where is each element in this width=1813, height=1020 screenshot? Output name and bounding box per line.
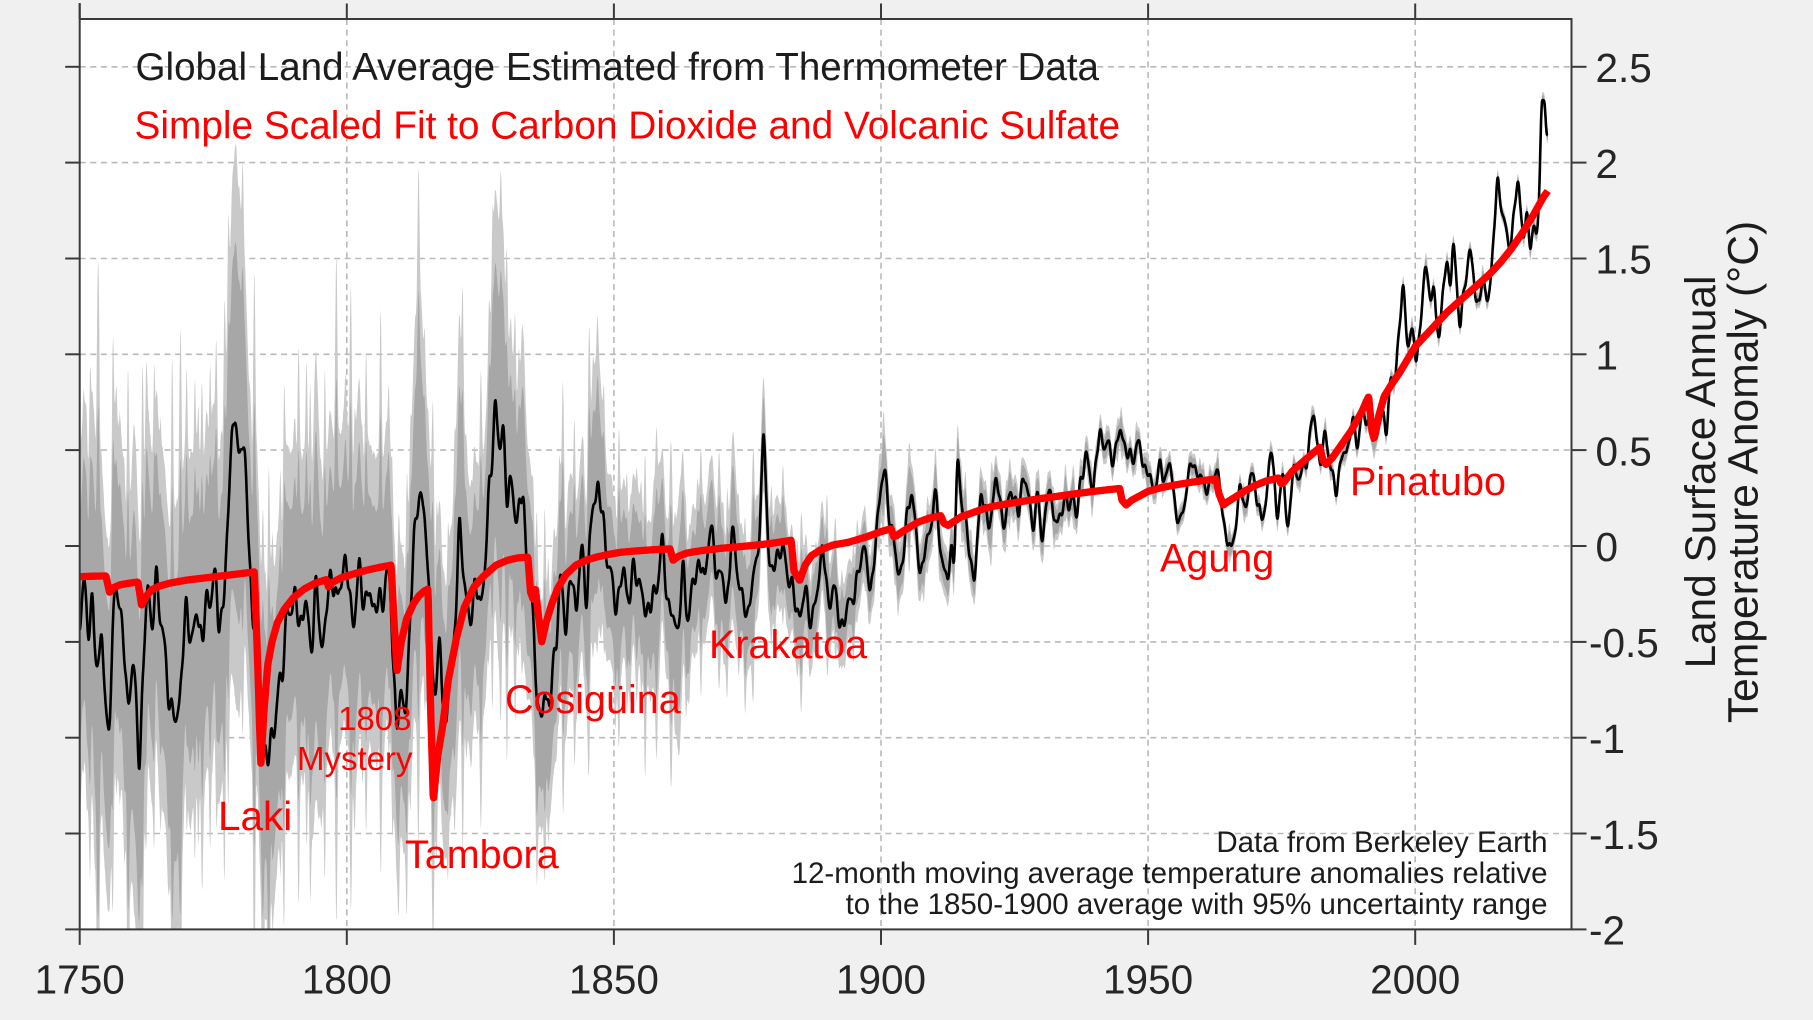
svg-text:1950: 1950 [1103,957,1193,1003]
svg-text:-1.5: -1.5 [1589,812,1659,858]
svg-text:Pinatubo: Pinatubo [1350,460,1506,504]
svg-text:2.5: 2.5 [1596,45,1652,91]
svg-text:Krakatoa: Krakatoa [709,623,867,667]
svg-text:to the 1850-1900 average with: to the 1850-1900 average with 95% uncert… [846,888,1548,921]
svg-text:-2: -2 [1589,908,1625,954]
svg-text:1800: 1800 [302,957,392,1003]
svg-text:12-month moving average temper: 12-month moving average temperature anom… [792,857,1548,890]
svg-text:0: 0 [1596,524,1619,570]
svg-text:Mystery: Mystery [297,740,413,777]
svg-text:1900: 1900 [836,957,926,1003]
svg-text:1: 1 [1596,333,1619,379]
svg-text:Simple Scaled Fit to Carbon Di: Simple Scaled Fit to Carbon Dioxide and … [135,105,1121,148]
svg-text:Land Surface Annual: Land Surface Annual [1677,276,1724,669]
svg-text:-1: -1 [1589,716,1625,762]
svg-text:1750: 1750 [35,957,125,1003]
svg-text:1850: 1850 [569,957,659,1003]
svg-text:Agung: Agung [1160,537,1274,581]
svg-text:Cosigüina: Cosigüina [505,678,681,722]
svg-text:2: 2 [1596,141,1619,187]
svg-text:1808: 1808 [338,700,411,737]
svg-text:Data from Berkeley Earth: Data from Berkeley Earth [1216,826,1547,859]
svg-text:Laki: Laki [218,793,292,839]
svg-text:Tambora: Tambora [405,833,559,877]
svg-text:0.5: 0.5 [1596,428,1652,474]
svg-text:-0.5: -0.5 [1589,620,1659,666]
svg-text:Temperature Anomaly (°C): Temperature Anomaly (°C) [1720,221,1768,723]
svg-text:2000: 2000 [1370,957,1460,1003]
svg-text:Global Land Average Estimated: Global Land Average Estimated from Therm… [136,46,1100,89]
svg-text:1.5: 1.5 [1596,237,1652,283]
